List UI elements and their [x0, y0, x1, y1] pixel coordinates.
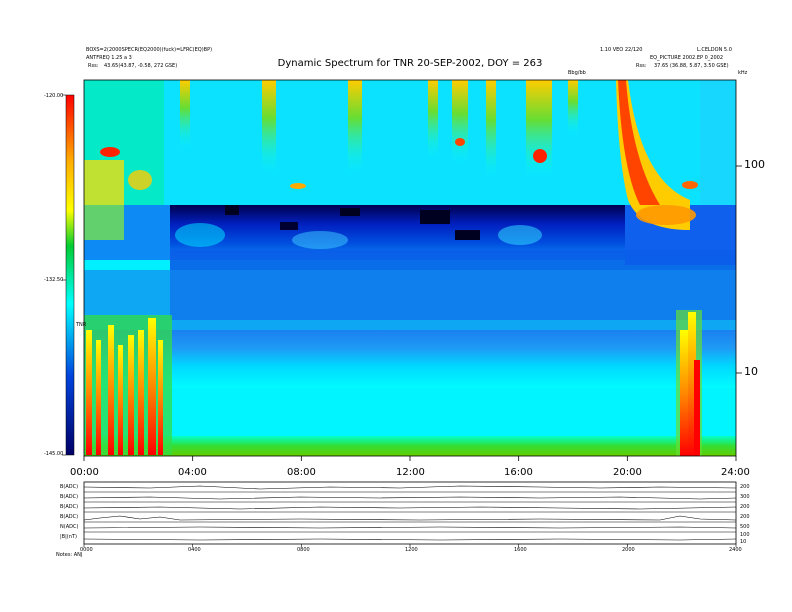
header-left-rss-label: Rss: — [88, 63, 99, 69]
panel-right-tick-6: 100 — [740, 532, 750, 538]
panel-right-tick-7: 10 — [740, 539, 747, 545]
x-tick-2000: 20:00 — [613, 467, 642, 478]
panel-label-2: B(ADC) — [60, 494, 79, 500]
header-right-line2: EQ_PICTURE 2002.EP 0_2002 — [650, 55, 723, 61]
panel-right-tick-1: 200 — [740, 484, 750, 490]
panel-label-6: |B|(nT) — [60, 534, 77, 540]
x-tick-0000: 00:00 — [70, 467, 99, 478]
x-tick-0800: 08:00 — [287, 467, 316, 478]
panel-label-3: B(ADC) — [60, 504, 79, 510]
panel-x-tick-1200: 1200 — [405, 547, 418, 553]
header-center-right: 1.10 VEO 22/120 — [600, 47, 643, 53]
chart-title: Dynamic Spectrum for TNR 20-SEP-2002, DO… — [277, 58, 543, 69]
header-left-line2: ANTFREQ 1.25 a 3 — [86, 55, 132, 61]
panel-right-tick-4: 200 — [740, 514, 750, 520]
x-tick-0400: 04:00 — [178, 467, 207, 478]
panel-x-tick-0400: 0400 — [188, 547, 201, 553]
header-right-line1: L.CELDON 5.0 — [697, 47, 732, 53]
footer-note: Notes: ANJ — [56, 552, 83, 558]
x-tick-1200: 12:00 — [396, 467, 425, 478]
panel-x-tick-2400: 2400 — [729, 547, 742, 553]
lower-panels — [83, 481, 737, 545]
colorbar-tick-mid: -132.50 — [44, 277, 64, 283]
header-right-rss-value: 37.65 (36.88, 5.87, 3.50 GSE) — [654, 63, 729, 69]
x-tick-2400: 24:00 — [721, 467, 750, 478]
spectrogram-image — [84, 80, 736, 456]
panel-label-1: B(ADC) — [60, 484, 79, 490]
colorbar-tick-top: -120.00 — [44, 93, 64, 99]
panel-right-tick-2: 300 — [740, 494, 750, 500]
x-tick-1600: 16:00 — [504, 467, 533, 478]
header-left-rss-value: 43.65(43.87, -0.58, 272 GSE) — [104, 63, 178, 69]
band-mark: Bbg/bb — [568, 70, 586, 76]
y-tick-10: 10 — [744, 365, 758, 378]
panel-label-5: N(ADC) — [60, 524, 79, 530]
panel-x-tick-1600: 1600 — [514, 547, 527, 553]
colorbar-tick-bottom: -145.00 — [44, 451, 64, 457]
panel-x-tick-0000: 0000 — [80, 547, 93, 553]
panel-right-tick-5: 500 — [740, 524, 750, 530]
colorbar — [65, 94, 75, 456]
panel-x-tick-2000: 2000 — [622, 547, 635, 553]
unit-mark: kHz — [738, 70, 748, 76]
header-right-rss-label: Rss: — [636, 63, 647, 69]
colorbar-label: TNR — [76, 322, 87, 328]
header-left-line1: BOXS=2(2000SPECR(EQ2000)(fuck)=LFRC(EQ)B… — [86, 47, 213, 53]
y-tick-100: 100 — [744, 158, 765, 171]
panel-x-tick-0800: 0800 — [297, 547, 310, 553]
panel-right-tick-3: 200 — [740, 504, 750, 510]
panel-label-4: B(ADC) — [60, 514, 79, 520]
